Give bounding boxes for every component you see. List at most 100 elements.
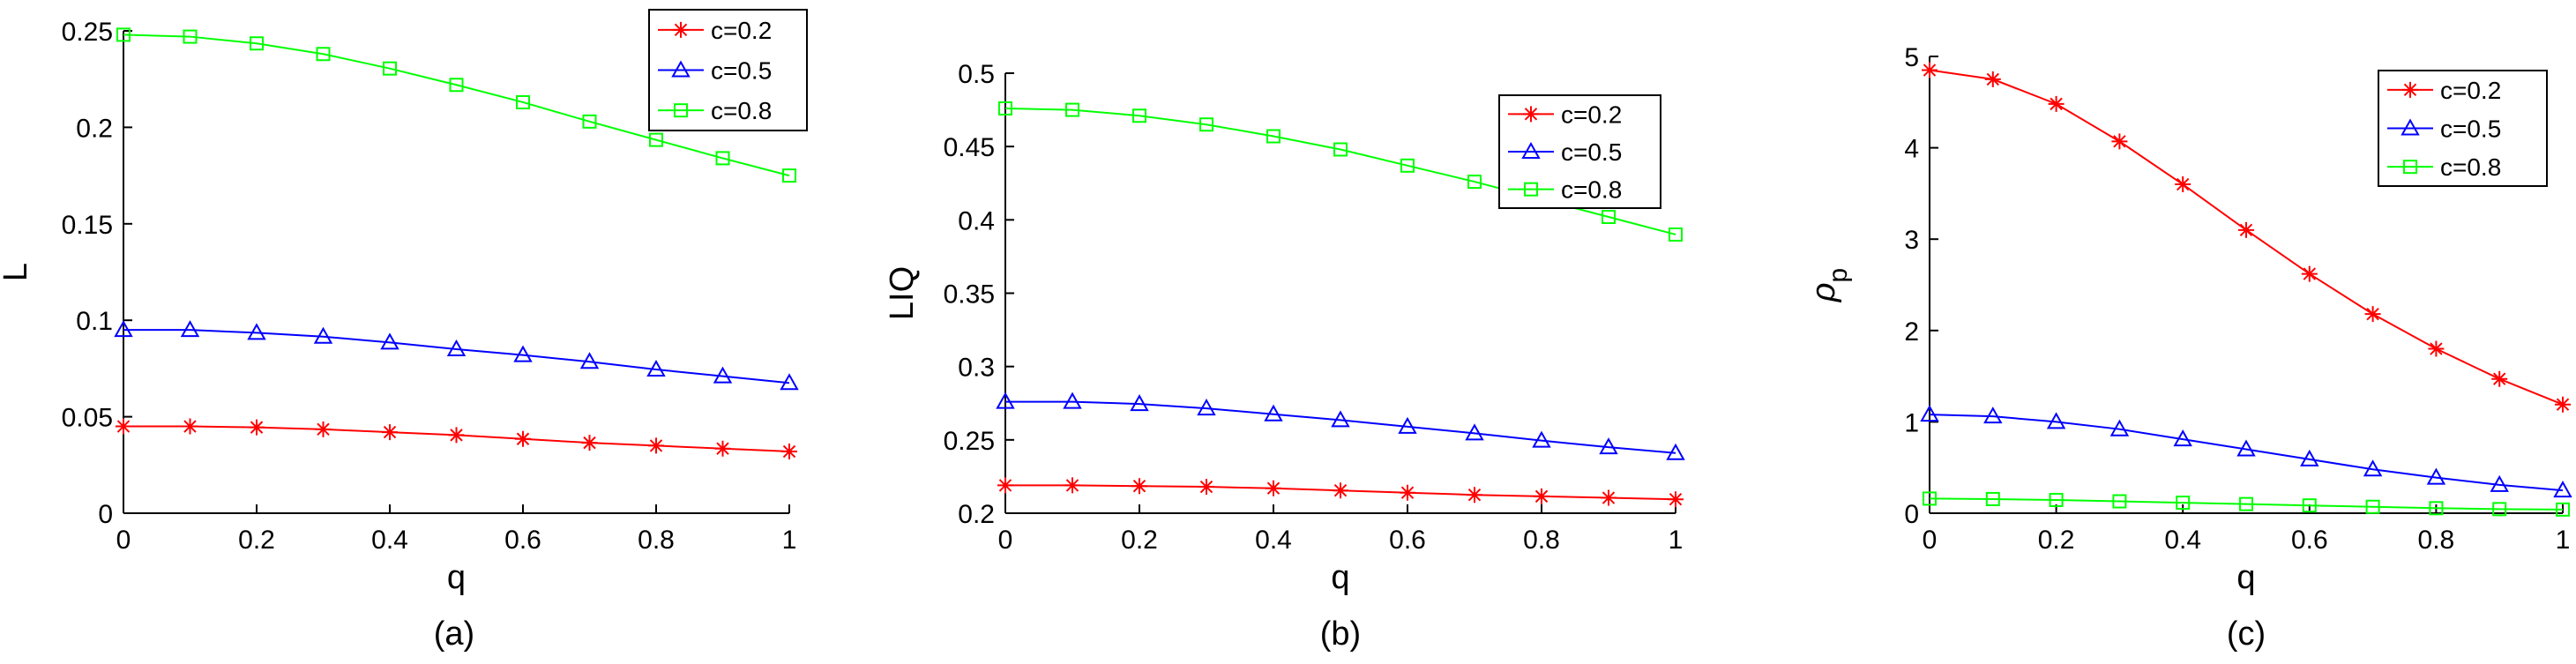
data-point [649, 132, 663, 147]
data-point [2426, 467, 2446, 485]
legend: c=0.2 c=0.5 c=0.8 [1498, 94, 1661, 209]
data-point [2363, 459, 2383, 477]
data-point [2428, 340, 2445, 357]
y-tick-label: 0.4 [958, 206, 995, 235]
legend-label: c=0.5 [2440, 116, 2501, 143]
data-point [1601, 489, 1617, 506]
x-tick-label: 0 [998, 526, 1013, 555]
y-tick-label: 0.2 [958, 500, 995, 529]
series-c=0.5 [996, 392, 1685, 460]
legend-marker [1521, 141, 1541, 159]
x-axis-label: q [2236, 559, 2255, 596]
y-tick-label: 0.35 [944, 280, 995, 310]
x-tick-label: 0.6 [2291, 526, 2328, 555]
data-point [2492, 502, 2507, 517]
data-point [1266, 480, 1281, 496]
data-point [1467, 487, 1482, 504]
data-point [1333, 142, 1348, 157]
data-point [2556, 502, 2570, 517]
data-point [1669, 227, 1683, 242]
y-tick-label: 3 [1904, 226, 1919, 255]
data-point [1467, 175, 1482, 190]
series-line [1929, 414, 2564, 492]
data-point [1063, 392, 1082, 409]
data-point [383, 61, 397, 76]
data-point [1065, 102, 1079, 117]
data-point [1400, 484, 1415, 501]
data-point [313, 326, 333, 344]
data-point [382, 424, 398, 441]
data-point [581, 435, 598, 451]
data-point [714, 440, 731, 457]
data-point [1922, 62, 1938, 78]
series-c=0.5 [1920, 405, 2572, 498]
y-tick-label: 0.25 [62, 18, 113, 47]
x-tick-label: 1 [2556, 526, 2571, 555]
y-tick-label: 5 [1904, 43, 1919, 72]
x-tick-label: 0.8 [1523, 526, 1560, 555]
data-point [2301, 265, 2318, 282]
y-tick-label: 0.3 [958, 354, 995, 383]
data-point [1131, 478, 1147, 495]
panel-b: 0 0.2 0.4 0.6 0.8 10.20.250.30.350.40.450.5qL… [884, 60, 1685, 653]
data-point [513, 345, 533, 362]
data-point [116, 418, 131, 435]
legend-label: c=0.2 [2440, 77, 2501, 104]
series-c=0.8 [1923, 491, 2570, 517]
legend-label: c=0.2 [711, 17, 772, 44]
panel-caption: (b) [1320, 616, 1361, 653]
data-point [116, 27, 131, 42]
data-point [582, 114, 597, 129]
x-tick-label: 0 [116, 526, 131, 555]
data-point [182, 418, 198, 435]
data-point [316, 47, 331, 62]
data-point [648, 437, 664, 454]
series-line [123, 329, 790, 384]
data-point [114, 320, 133, 338]
x-tick-label: 0.6 [1389, 526, 1426, 555]
x-tick-label: 0.4 [371, 526, 408, 555]
y-tick-label: 0.05 [62, 404, 113, 433]
data-point [782, 168, 796, 183]
legend-marker [2401, 118, 2420, 136]
data-point [998, 101, 1012, 116]
series-c=0.8 [116, 27, 796, 183]
data-point [1923, 491, 1937, 506]
legend-marker [1523, 106, 1539, 123]
data-point [1599, 437, 1618, 455]
data-point [1984, 71, 2001, 87]
data-point [2173, 429, 2192, 447]
data-point [2236, 439, 2256, 457]
x-tick-label: 0.8 [638, 526, 675, 555]
data-point [2176, 496, 2191, 511]
series-line [1005, 400, 1676, 454]
data-point [250, 36, 264, 51]
data-point [2239, 496, 2253, 511]
data-point [183, 29, 198, 44]
data-point [2111, 133, 2128, 150]
y-tick-label: 0 [98, 500, 113, 529]
x-axis-label: q [1331, 559, 1349, 596]
legend-label: c=0.2 [1561, 101, 1622, 128]
panel-c: 0 0.2 0.4 0.6 0.8 1012345qρp(c)c=0.2c=0.5c=0.… [1805, 43, 2572, 653]
y-tick-label: 0.1 [76, 307, 113, 336]
x-axis-label: q [447, 559, 466, 596]
legend-marker [673, 21, 689, 38]
data-point [713, 366, 733, 384]
y-tick-label: 0 [1904, 500, 1919, 529]
series-line [123, 34, 790, 177]
legend-marker [674, 103, 688, 118]
data-point [2490, 474, 2509, 492]
data-point [1666, 443, 1685, 460]
data-point [2365, 499, 2380, 514]
data-point [2300, 449, 2319, 466]
x-tick-label: 0.6 [504, 526, 541, 555]
data-point [1130, 394, 1149, 412]
y-tick-label: 0.2 [76, 114, 113, 143]
data-point [2429, 501, 2444, 516]
y-tick-label: 1 [1904, 408, 1919, 437]
data-point [1602, 210, 1616, 225]
legend-marker [2403, 160, 2417, 175]
data-point [1266, 129, 1281, 144]
y-tick-label: 0.5 [958, 60, 995, 89]
